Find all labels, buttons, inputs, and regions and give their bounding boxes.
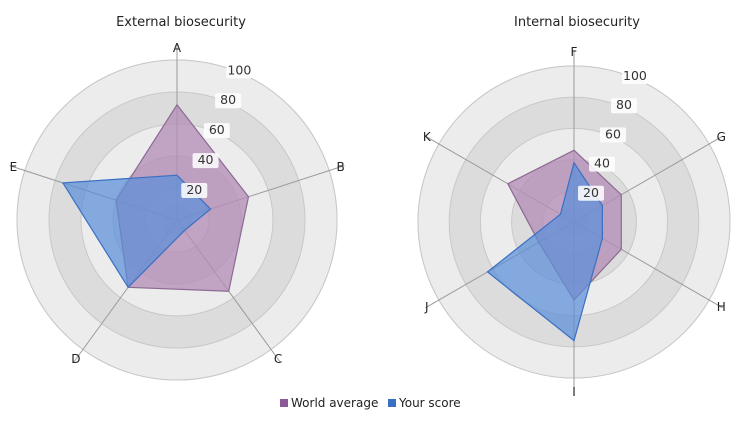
tick-label-bg — [577, 185, 604, 201]
radar-axis-labels: A B C D E — [10, 41, 345, 366]
axis-label: A — [173, 41, 182, 55]
radar-tick-labels: 20 40 60 80 100 — [577, 68, 648, 201]
radar-series — [61, 103, 250, 292]
axis-label: I — [572, 385, 576, 399]
tick-label-bg — [599, 127, 626, 143]
tick-label-bg — [215, 93, 242, 109]
axis-label: E — [10, 160, 18, 174]
legend: World average Your score — [280, 396, 461, 410]
tick-label: 60 — [605, 126, 621, 141]
axis-label: G — [717, 130, 726, 144]
axis-label: C — [274, 352, 282, 366]
tick-label: 80 — [616, 97, 632, 112]
radar-chart-external: External biosecurity 20 40 60 80 100 A B C D E — [9, 15, 345, 381]
axis-label: J — [424, 300, 429, 314]
tick-label-bg — [203, 123, 230, 139]
tick-label: 100 — [227, 62, 251, 77]
tick-label: 20 — [186, 182, 202, 197]
tick-label-bg — [226, 63, 253, 79]
tick-label: 40 — [198, 152, 214, 167]
series-your-score[interactable] — [486, 161, 604, 342]
chart-title: Internal biosecurity — [514, 15, 640, 30]
radar-tick-labels: 20 40 60 80 100 — [181, 62, 253, 199]
tick-label-bg — [610, 98, 637, 114]
legend-swatch-world-average — [280, 399, 288, 407]
tick-label: 80 — [220, 92, 236, 107]
chart-title: External biosecurity — [116, 15, 246, 30]
legend-item-your-score[interactable]: Your score — [388, 396, 461, 410]
tick-label: 20 — [583, 185, 599, 200]
axis-label: K — [423, 130, 432, 144]
axis-label: D — [71, 352, 80, 366]
legend-item-world-average[interactable]: World average — [280, 396, 378, 410]
tick-label-bg — [192, 153, 219, 169]
tick-label-bg — [621, 69, 648, 85]
axis-label: B — [336, 160, 344, 174]
axis-label: F — [571, 45, 578, 59]
axis-label: H — [717, 300, 726, 314]
tick-label: 100 — [623, 68, 647, 83]
tick-label: 60 — [209, 122, 225, 137]
tick-label-bg — [588, 156, 615, 172]
legend-label-your-score: Your score — [398, 396, 461, 410]
tick-label-bg — [181, 183, 208, 199]
legend-swatch-your-score — [388, 399, 396, 407]
legend-label-world-average: World average — [291, 396, 378, 410]
tick-label: 40 — [594, 156, 610, 171]
radar-axis-labels: F G H I J K — [423, 45, 726, 399]
radar-chart-internal: Internal biosecurity 20 40 60 80 100 F G H I J K — [417, 15, 731, 399]
series-your-score[interactable] — [61, 174, 212, 289]
